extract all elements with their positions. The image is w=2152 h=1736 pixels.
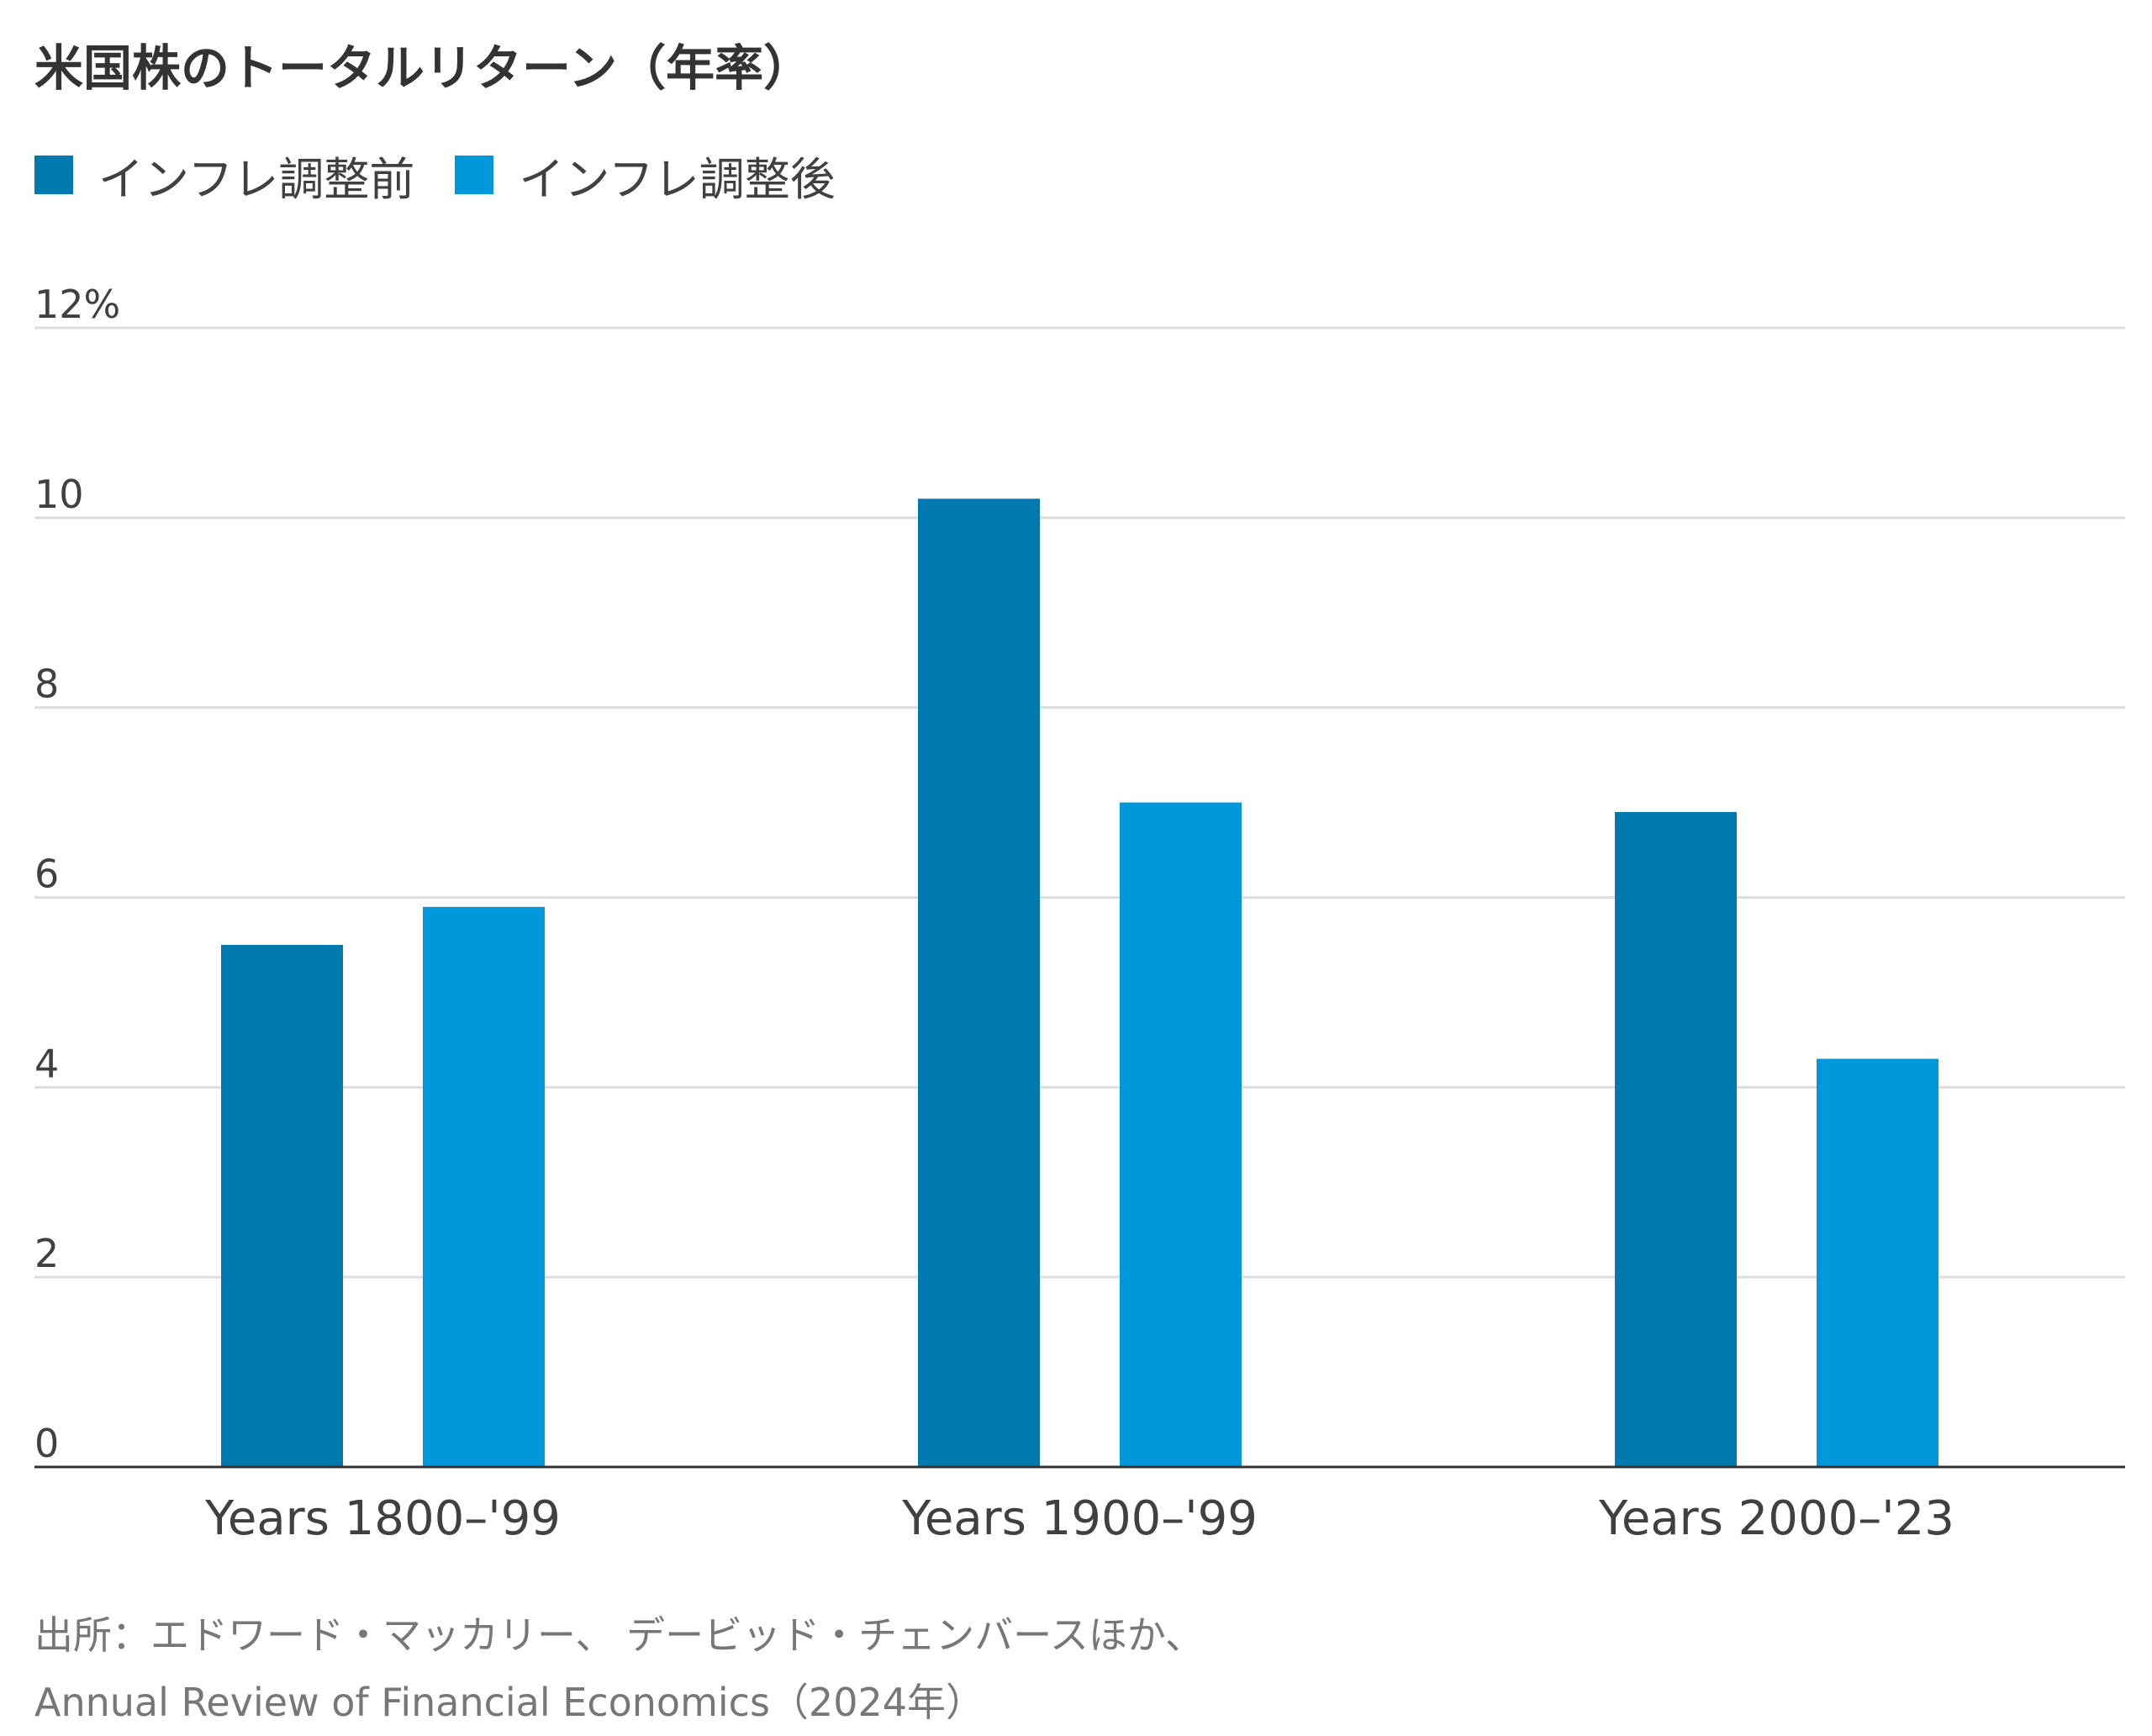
legend-label-after: インフレ調整後 — [519, 152, 836, 206]
y-tick-label: 12% — [34, 282, 120, 327]
y-tick-label: 2 — [34, 1231, 59, 1276]
y-tick-label: 6 — [34, 852, 59, 897]
bar-before-1 — [918, 499, 1040, 1467]
y-tick-label: 10 — [34, 472, 84, 517]
legend-swatch-after — [455, 156, 494, 194]
bar-before-0 — [221, 944, 343, 1467]
source-note: 出所：エドワード・マッカリー、 デービッド・チェンバースほか、 Annual R… — [34, 1601, 1204, 1736]
x-tick-label: Years 1800–'99 — [204, 1491, 561, 1546]
bar-after-2 — [1817, 1058, 1938, 1467]
legend-swatch-before — [34, 156, 73, 194]
y-tick-label: 0 — [34, 1421, 59, 1466]
bar-before-2 — [1615, 811, 1737, 1467]
x-tick-label: Years 2000–'23 — [1598, 1491, 1954, 1546]
source-line-2: Annual Review of Financial Economics（202… — [34, 1680, 984, 1725]
chart-title: 米国株のトータルリターン（年率） — [34, 40, 813, 97]
legend: インフレ調整前 インフレ調整後 — [34, 141, 876, 208]
grid-lines — [34, 326, 2125, 1279]
legend-label-before: インフレ調整前 — [98, 152, 415, 206]
source-line-1: 出所：エドワード・マッカリー、 デービッド・チェンバースほか、 — [34, 1612, 1204, 1658]
bars — [221, 499, 1938, 1467]
bar-after-1 — [1120, 802, 1242, 1467]
x-axis-tick-labels: Years 1800–'99 Years 1900–'99 Years 2000–'… — [204, 1491, 1954, 1546]
y-tick-label: 4 — [34, 1041, 59, 1086]
y-tick-label: 8 — [34, 662, 59, 707]
bar-after-0 — [423, 906, 545, 1467]
legend-item-before: インフレ調整前 — [34, 142, 414, 208]
legend-item-after: インフレ調整後 — [455, 142, 836, 208]
x-tick-label: Years 1900–'99 — [901, 1491, 1258, 1546]
y-axis-tick-labels: 0 2 4 6 8 10 12% — [34, 282, 120, 1466]
